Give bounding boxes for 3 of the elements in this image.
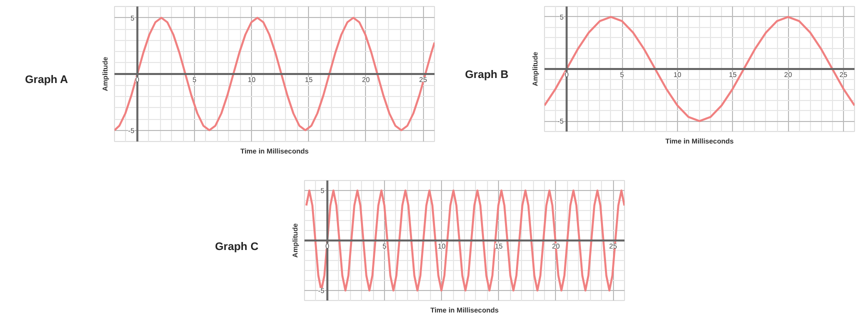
text: Graph B	[465, 68, 508, 83]
text: Graph A	[25, 73, 68, 88]
text: Graph C	[215, 240, 258, 254]
